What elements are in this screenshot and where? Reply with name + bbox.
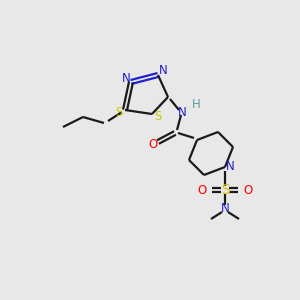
Text: S: S	[115, 106, 123, 119]
Text: S: S	[220, 183, 230, 197]
Text: N: N	[226, 160, 234, 172]
Text: O: O	[148, 139, 158, 152]
Text: N: N	[178, 106, 186, 118]
Text: N: N	[220, 202, 230, 215]
Text: S: S	[154, 110, 162, 122]
Text: O: O	[243, 184, 253, 196]
Text: O: O	[197, 184, 207, 196]
Text: N: N	[159, 64, 167, 77]
Text: H: H	[192, 98, 200, 112]
Text: N: N	[122, 71, 130, 85]
